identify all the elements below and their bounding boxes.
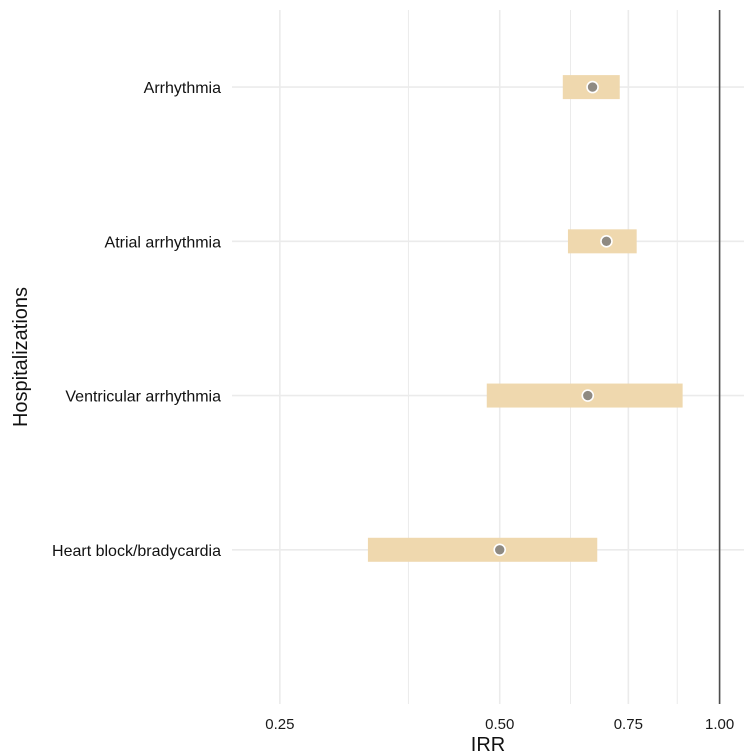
point-estimate-0 <box>586 80 599 94</box>
point-estimates <box>493 80 613 557</box>
ci-bands <box>367 75 683 562</box>
y-tick-label-1: Atrial arrhythmia <box>105 234 222 251</box>
y-tick-labels: Arrhythmia Atrial arrhythmia Ventricular a… <box>52 80 221 560</box>
y-tick-label-3: Heart block/bradycardia <box>52 543 221 560</box>
y-axis-title: Hospitalizations <box>10 287 32 427</box>
point-estimate-3 <box>493 543 507 557</box>
x-axis-title: IRR <box>471 734 505 754</box>
y-tick-label-0: Arrhythmia <box>144 80 221 97</box>
point-estimate-1 <box>600 235 613 248</box>
grid-lines <box>232 10 744 704</box>
x-tick-labels: 0.25 0.50 0.75 1.00 <box>265 716 734 733</box>
x-tick-label-0: 0.25 <box>265 716 294 733</box>
x-tick-label-1: 0.50 <box>485 716 514 733</box>
y-tick-label-2: Ventricular arrhythmia <box>65 389 221 406</box>
point-estimate-2 <box>581 389 595 402</box>
x-tick-label-3: 1.00 <box>705 716 734 733</box>
ci-band-3 <box>367 537 598 562</box>
x-tick-label-2: 0.75 <box>614 716 643 733</box>
